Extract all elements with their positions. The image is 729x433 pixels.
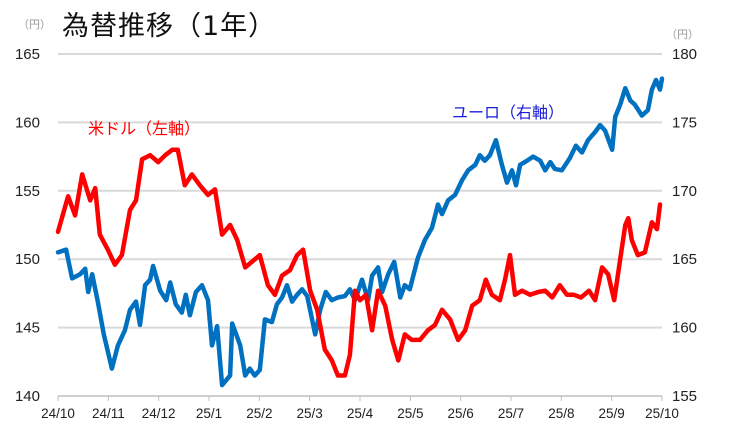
right-y-tick-label: 160 <box>672 320 697 337</box>
x-tick-label: 25/1 <box>196 406 222 421</box>
right-y-tick-label: 165 <box>672 251 697 268</box>
left-y-tick-label: 155 <box>15 183 40 200</box>
right-y-tick-label: 155 <box>672 388 697 405</box>
x-tick-label: 25/7 <box>498 406 524 421</box>
x-tick-label: 25/5 <box>397 406 423 421</box>
left-y-tick-label: 140 <box>15 388 40 405</box>
eur-series-line <box>55 76 665 388</box>
x-tick-label: 25/2 <box>246 406 272 421</box>
right-y-tick-label: 175 <box>672 114 697 131</box>
right-y-tick-label: 180 <box>672 46 697 63</box>
legend-usd: 米ドル（左軸） <box>88 119 201 138</box>
right-y-tick-label: 170 <box>672 183 697 200</box>
chart-title: 為替推移（1年） <box>62 11 277 42</box>
right-axis-unit: （円） <box>666 28 699 41</box>
x-tick-label: 24/10 <box>41 406 75 421</box>
x-tick-label: 25/3 <box>297 406 323 421</box>
legend-eur: ユーロ（右軸） <box>452 103 565 122</box>
x-tick-label: 25/8 <box>548 406 574 421</box>
x-tick-label: 25/9 <box>599 406 625 421</box>
x-tick-label: 25/6 <box>448 406 474 421</box>
left-axis-unit: （円） <box>18 18 51 31</box>
left-y-tick-label: 165 <box>15 46 40 63</box>
left-y-tick-label: 145 <box>15 320 40 337</box>
usd-series-line <box>55 147 663 378</box>
x-tick-label: 25/4 <box>347 406 374 421</box>
x-tick-label: 24/12 <box>142 406 176 421</box>
left-y-tick-label: 160 <box>15 114 40 131</box>
x-tick-label: 24/11 <box>92 406 125 421</box>
x-tick-label: 25/10 <box>645 406 679 421</box>
left-y-tick-label: 150 <box>15 251 40 268</box>
